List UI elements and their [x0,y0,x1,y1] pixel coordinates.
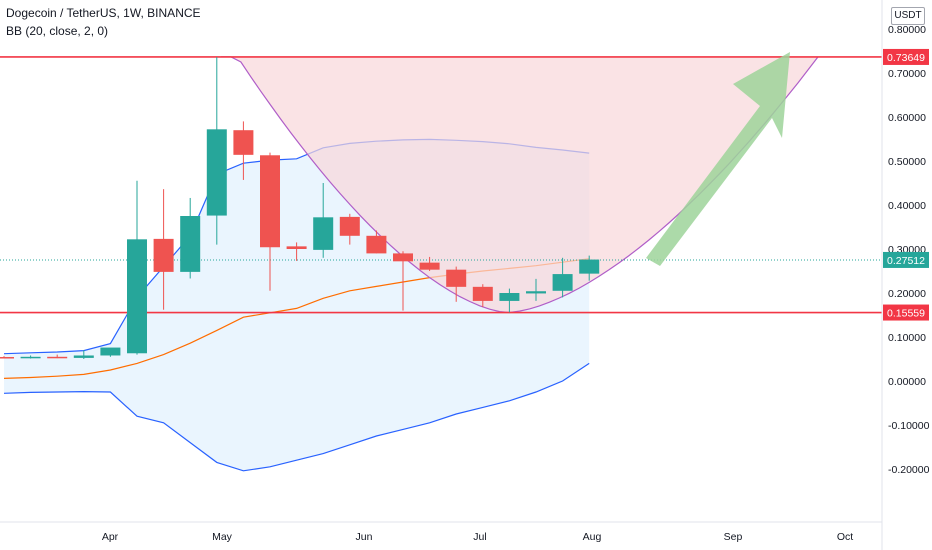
candle-body[interactable] [579,259,600,274]
y-tick-label: -0.10000 [888,420,930,432]
x-tick-label: May [212,531,233,543]
candle-body[interactable] [153,238,174,272]
candle-body[interactable] [20,356,41,359]
x-tick-label: Aug [583,531,602,543]
price-labels: 0.73649 0.27512 0.15559 [883,48,929,321]
candle-body[interactable] [73,355,94,358]
x-tick-label: Sep [724,531,743,543]
candle-body[interactable] [446,269,467,287]
x-tick-label: Jul [473,531,486,543]
candle-body[interactable] [499,293,520,301]
candle-body[interactable] [206,129,227,216]
price-label-bg [883,304,929,321]
candle-body[interactable] [127,239,147,354]
candle-body[interactable] [366,235,387,254]
y-tick-label: 0.00000 [888,376,926,388]
candle-body[interactable] [526,291,546,294]
y-tick-label: 0.70000 [888,68,926,80]
candles-layer [0,57,600,359]
cup-fill [221,56,818,313]
candle-body[interactable] [100,347,121,356]
candle-body[interactable] [419,262,440,270]
up-arrow [646,52,790,266]
candle-body[interactable] [339,216,360,236]
y-tick-label: 0.10000 [888,332,926,344]
currency-button[interactable]: USDT [891,7,925,25]
x-tick-label: Oct [837,531,853,543]
price-label-1: 0.27512 [883,251,929,268]
indicator-label[interactable]: BB (20, close, 2, 0) [6,24,109,38]
time-axis[interactable]: Apr May Jun Jul Aug Sep Oct [102,531,853,543]
candle-body[interactable] [472,286,493,301]
y-tick-label: 0.80000 [888,24,926,36]
candle-body[interactable] [393,253,413,262]
lower-band-line [3,362,590,472]
x-tick-label: Apr [102,531,119,543]
candle-body[interactable] [552,274,573,291]
price-label-0: 0.73649 [883,48,929,65]
price-axis[interactable]: 0.800000.700000.600000.500000.400000.300… [888,24,930,476]
y-tick-label: 0.40000 [888,200,926,212]
y-tick-label: 0.60000 [888,112,926,124]
y-tick-label: 0.50000 [888,156,926,168]
x-tick-label: Jun [356,531,373,543]
y-tick-label: -0.20000 [888,464,930,476]
price-label-bg [883,48,929,65]
candle-body[interactable] [0,357,14,359]
candle-body[interactable] [286,246,307,249]
candle-body[interactable] [180,216,201,272]
price-label-text: 0.15559 [887,308,925,320]
candle-body[interactable] [47,356,68,359]
candle-body[interactable] [260,155,280,248]
price-label-text: 0.73649 [887,52,925,64]
price-label-text: 0.27512 [887,255,925,267]
candle-body[interactable] [313,217,334,250]
symbol-title[interactable]: Dogecoin / TetherUS, 1W, BINANCE [6,6,201,20]
y-tick-label: 0.20000 [888,288,926,300]
price-label-2: 0.15559 [883,304,929,321]
chart-header: Dogecoin / TetherUS, 1W, BINANCE BB (20,… [6,6,201,39]
arrow-drawing [646,52,790,266]
price-label-bg [883,251,929,268]
candle-body[interactable] [233,130,254,155]
